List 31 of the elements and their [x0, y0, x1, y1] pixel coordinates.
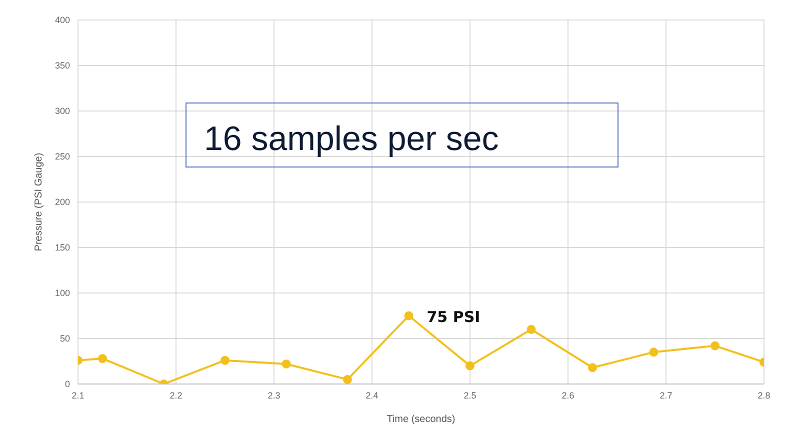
- y-tick-label: 50: [60, 334, 70, 344]
- y-axis-title: Pressure (PSI Gauge): [34, 152, 45, 252]
- point: [588, 363, 597, 372]
- annotation: 75 PSI: [426, 308, 480, 326]
- point: [220, 356, 230, 365]
- point: [466, 361, 474, 370]
- y-tick-label: 300: [54, 106, 70, 116]
- point: [526, 324, 536, 334]
- point: [404, 311, 414, 320]
- point: [98, 354, 107, 364]
- point: [343, 374, 352, 384]
- point: [282, 359, 291, 368]
- x-tick-label: 2.2: [170, 390, 182, 400]
- point: [649, 348, 658, 357]
- y-tick-label: 0: [64, 379, 70, 390]
- x-tick-label: 2.6: [562, 390, 574, 400]
- y-tick-label: 150: [54, 242, 70, 253]
- y-tick-label: 400: [54, 15, 70, 26]
- y-tick-label: 200: [54, 197, 70, 208]
- point: [710, 341, 720, 350]
- x-axis-title: Time (seconds): [386, 414, 456, 425]
- x-tick-label: 2.7: [660, 390, 672, 400]
- y-tick-label: 100: [54, 288, 70, 298]
- x-tick-label: 2.1: [72, 390, 84, 400]
- y-tick-label: 350: [54, 60, 70, 71]
- x-tick-label: 2.8: [758, 390, 770, 400]
- x-tick-label: 2.3: [268, 390, 280, 400]
- y-tick-label: 250: [54, 152, 70, 162]
- x-tick-label: 2.4: [366, 390, 378, 400]
- annotation: 16 samples per sec: [204, 120, 499, 158]
- x-tick-label: 2.5: [464, 390, 476, 400]
